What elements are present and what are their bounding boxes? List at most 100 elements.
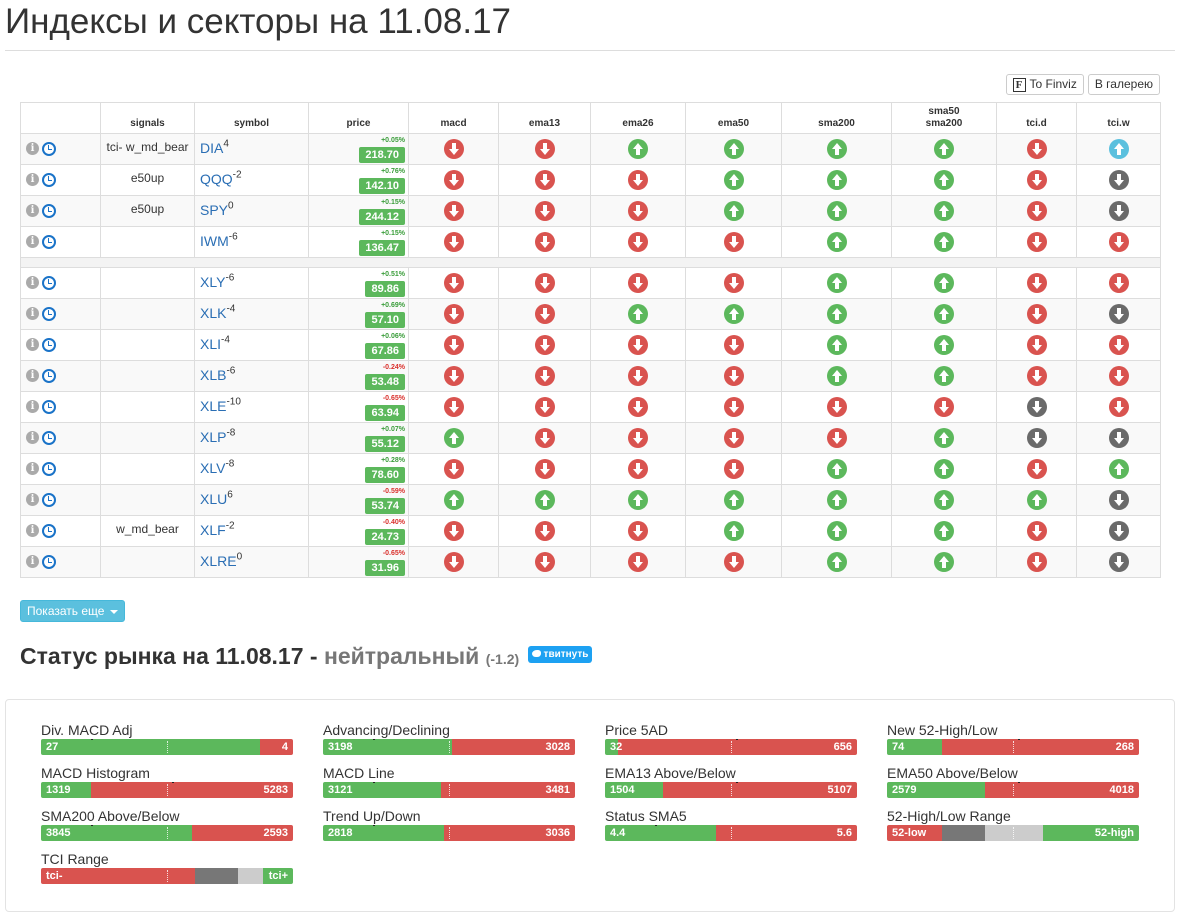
price-badge: 24.73 [365,528,405,545]
clock-icon[interactable] [42,492,56,507]
sma50-sma200-cell [891,298,997,330]
arrow-up-icon [628,490,648,510]
bar-segment-green [41,782,92,798]
symbol-link[interactable]: XLE [200,398,227,414]
symbol-link[interactable]: XLV [200,460,226,476]
bar-segment-green [605,825,716,841]
header-price[interactable]: price [308,102,409,134]
info-icon[interactable]: i [26,204,39,218]
symbol-link[interactable]: XLI [200,336,222,352]
arrow-down-icon [723,428,744,448]
symbol-link[interactable]: XLU [200,491,228,507]
metric-left-value: 1319 [46,784,71,796]
header-ema13[interactable]: ema13 [498,102,591,134]
info-icon[interactable]: i [26,555,39,569]
info-icon[interactable]: i [26,142,39,156]
clock-icon[interactable] [42,306,56,321]
gallery-button[interactable]: В галерею [1087,74,1160,95]
symbol-link[interactable]: XLF [200,522,226,538]
header-tci-d[interactable]: tci.d [996,102,1077,134]
clock-icon[interactable] [42,399,56,414]
symbol-link[interactable]: QQQ [200,171,233,187]
table-row: i XLY-6 +0.51% 89.86 [20,267,1161,299]
symbol-link[interactable]: XLP [200,429,227,445]
signal-cell: e50up [100,164,195,196]
symbol-cell: XLU6 [194,484,309,516]
sma50-sma200-cell [891,329,997,361]
info-icon[interactable]: i [26,493,39,507]
to-finviz-button[interactable]: F To Finviz [1005,74,1084,95]
macd-cell [408,453,499,485]
symbol-cell: XLE-10 [194,391,309,423]
arrow-up-icon [934,521,954,541]
ema26-cell [590,453,686,485]
arrow-down-icon [1108,428,1129,448]
info-icon[interactable]: i [26,235,39,249]
info-icon[interactable]: i [26,276,39,290]
metric-block: Advancing/Declining 3198 3028 [323,722,575,755]
bar-tick [373,739,376,740]
clock-icon[interactable] [42,203,56,218]
symbol-link[interactable]: XLK [200,305,227,321]
metric-left-value: 2579 [892,784,917,796]
header-symbol[interactable]: symbol [194,102,309,134]
ema13-cell [498,453,591,485]
symbol-link[interactable]: DIA [200,140,224,156]
info-icon[interactable]: i [26,307,39,321]
clock-icon[interactable] [42,554,56,569]
arrow-down-icon [934,397,954,417]
header-signals[interactable]: signals [100,102,195,134]
symbol-link[interactable]: SPY [200,202,229,218]
tweet-button[interactable]: твитнуть [527,646,593,664]
info-icon[interactable]: i [26,462,39,476]
price-badge: 142.10 [359,177,405,194]
clock-icon[interactable] [42,523,56,538]
header-ema26[interactable]: ema26 [590,102,686,134]
symbol-link[interactable]: XLB [200,367,227,383]
clock-icon[interactable] [42,234,56,249]
clock-icon[interactable] [42,141,56,156]
sma200-cell [781,329,892,361]
sma200-cell [781,195,892,227]
header-ema50[interactable]: ema50 [685,102,782,134]
symbol-link[interactable]: XLRE [200,553,237,569]
info-icon[interactable]: i [26,400,39,414]
arrow-down-icon [1108,366,1129,386]
arrow-down-icon [534,366,555,386]
arrow-down-icon [628,459,648,479]
tci-w-cell [1076,298,1161,330]
clock-icon[interactable] [42,430,56,445]
arrow-up-icon [934,201,954,221]
clock-icon[interactable] [42,368,56,383]
tci-w-cell [1076,453,1161,485]
title-divider [5,50,1175,51]
metric-bar: 27 4 [41,739,293,755]
metric-right-value: 3036 [545,827,570,839]
info-icon[interactable]: i [26,431,39,445]
info-icon[interactable]: i [26,338,39,352]
symbol-cell: XLP-8 [194,422,309,454]
symbol-link[interactable]: XLY [200,274,226,290]
clock-icon[interactable] [42,461,56,476]
info-icon[interactable]: i [26,524,39,538]
market-metrics-panel: Div. MACD Adj 27 4 Advancing/Declining 3198 3… [5,699,1175,912]
price-cell: -0.65% 63.94 [308,391,409,423]
row-actions: i [20,329,101,361]
symbol-link[interactable]: IWM [200,233,229,249]
show-more-button[interactable]: Показать еще [20,600,125,622]
info-icon[interactable]: i [26,369,39,383]
info-icon[interactable]: i [26,173,39,187]
arrow-up-icon [723,304,744,324]
header-macd[interactable]: macd [408,102,499,134]
bar-segment-red [662,782,857,798]
clock-icon[interactable] [42,337,56,352]
header-sma200[interactable]: sma200 [781,102,892,134]
bar-segment-mid-low [942,825,986,841]
metric-bar: 1319 5283 [41,782,293,798]
clock-icon[interactable] [42,275,56,290]
arrow-down-icon [1108,273,1129,293]
header-sma50-sma200[interactable]: sma50 sma200 [891,102,997,134]
header-tci-w[interactable]: tci.w [1076,102,1161,134]
clock-icon[interactable] [42,172,56,187]
symbol-score: -8 [226,427,236,439]
